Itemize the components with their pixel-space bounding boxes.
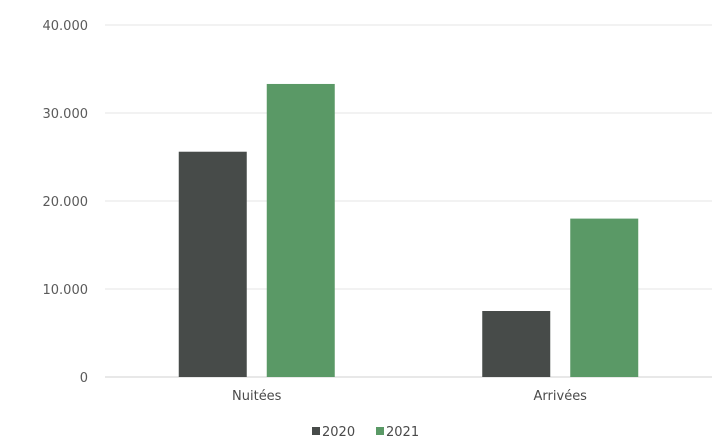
bars (178, 83, 639, 378)
y-tick-label: 20.000 (43, 195, 89, 210)
bar-2021-nuitées (266, 83, 335, 378)
bar-2020-nuitées (178, 151, 247, 377)
legend: 2020 2021 (312, 425, 419, 440)
y-tick-label: 40.000 (43, 19, 89, 34)
bar-2021-arrivées (570, 218, 639, 377)
x-axis-category-labels: Nuitées Arrivées (232, 389, 587, 404)
bar-2020-arrivées (482, 311, 551, 377)
y-tick-label: 30.000 (43, 107, 89, 122)
y-tick-label: 10.000 (43, 283, 89, 298)
legend-label-2020: 2020 (322, 425, 355, 440)
legend-label-2021: 2021 (386, 425, 419, 440)
y-axis-tick-labels: 0 10.000 20.000 30.000 40.000 (43, 19, 89, 386)
legend-swatch-2021 (376, 427, 384, 435)
category-label: Arrivées (534, 389, 588, 404)
category-label: Nuitées (232, 389, 282, 404)
y-tick-label: 0 (80, 371, 88, 386)
legend-swatch-2020 (312, 427, 320, 435)
